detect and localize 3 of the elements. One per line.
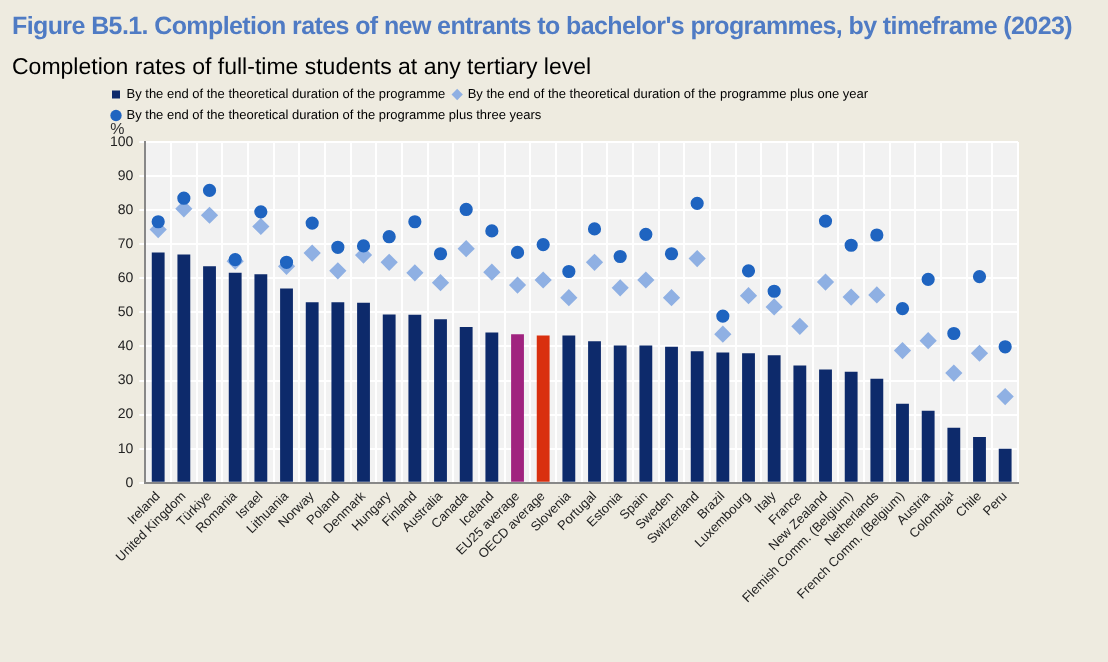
chart-title: Figure B5.1. Completion rates of new entrants to bachelor's programmes, by timeframe (2023) (12, 12, 1074, 40)
y-axis-title: % (110, 120, 125, 139)
chart-subtitle: Completion rates of full-time students at any tertiary level (12, 56, 594, 80)
